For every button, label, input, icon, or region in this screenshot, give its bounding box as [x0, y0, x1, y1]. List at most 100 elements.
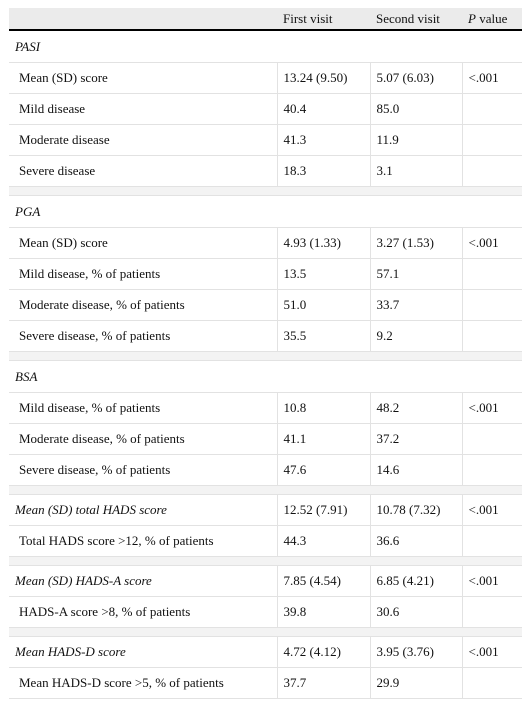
second-visit-value: 10.78 (7.32): [369, 494, 462, 526]
hads-a-row: Mean (SD) HADS-A score 7.85 (4.54) 6.85 …: [9, 565, 522, 597]
results-table: First visit Second visit P value PASI Me…: [9, 8, 522, 699]
first-visit-value: 13.5: [276, 258, 370, 290]
second-visit-value: 48.2: [369, 392, 462, 424]
row-label: Mean HADS-D score >5, % of patients: [9, 667, 277, 699]
second-visit-value: 3.95 (3.76): [369, 636, 462, 668]
second-visit-value: 5.07 (6.03): [369, 62, 462, 94]
p-value: <.001: [461, 636, 522, 668]
table-row: Moderate disease, % of patients 51.0 33.…: [9, 289, 522, 321]
first-visit-value: 40.4: [276, 93, 370, 125]
section-divider: [9, 351, 522, 361]
header-p-letter: P: [468, 10, 476, 26]
second-visit-value: 3.1: [369, 155, 462, 187]
p-value: [461, 596, 522, 628]
table-row: Moderate disease, % of patients 41.1 37.…: [9, 423, 522, 455]
row-label: Mild disease, % of patients: [9, 258, 277, 290]
row-label: Moderate disease, % of patients: [9, 289, 277, 321]
table-row: Mild disease, % of patients 10.8 48.2 <.…: [9, 392, 522, 424]
second-visit-value: 85.0: [369, 93, 462, 125]
section-header-pga: PGA: [9, 195, 522, 228]
first-visit-value: 12.52 (7.91): [276, 494, 370, 526]
row-label: Moderate disease: [9, 124, 277, 156]
second-visit-value: 3.27 (1.53): [369, 227, 462, 259]
section-divider: [9, 556, 522, 566]
p-value: [461, 423, 522, 455]
row-label: Total HADS score >12, % of patients: [9, 525, 277, 557]
first-visit-value: 7.85 (4.54): [276, 565, 370, 597]
table-row: Mild disease 40.4 85.0: [9, 93, 522, 125]
table-row: Severe disease, % of patients 47.6 14.6: [9, 454, 522, 486]
section-title: PGA: [9, 195, 522, 228]
second-visit-value: 6.85 (4.21): [369, 565, 462, 597]
p-value: [461, 320, 522, 352]
table-row: Severe disease 18.3 3.1: [9, 155, 522, 187]
row-label: Mean HADS-D score: [9, 636, 277, 668]
section-divider: [9, 485, 522, 495]
first-visit-value: 4.93 (1.33): [276, 227, 370, 259]
first-visit-value: 47.6: [276, 454, 370, 486]
second-visit-value: 37.2: [369, 423, 462, 455]
header-p-suffix: value: [475, 10, 508, 26]
second-visit-value: 11.9: [369, 124, 462, 156]
first-visit-value: 44.3: [276, 525, 370, 557]
table-row: Mild disease, % of patients 13.5 57.1: [9, 258, 522, 290]
second-visit-value: 9.2: [369, 320, 462, 352]
row-label: Mean (SD) HADS-A score: [9, 565, 277, 597]
p-value: <.001: [461, 227, 522, 259]
row-label: Severe disease: [9, 155, 277, 187]
table-row: Mean (SD) score 4.93 (1.33) 3.27 (1.53) …: [9, 227, 522, 259]
p-value: <.001: [461, 494, 522, 526]
p-value: [461, 124, 522, 156]
p-value: [461, 155, 522, 187]
table-row: Mean (SD) score 13.24 (9.50) 5.07 (6.03)…: [9, 62, 522, 94]
row-label: Moderate disease, % of patients: [9, 423, 277, 455]
first-visit-value: 41.3: [276, 124, 370, 156]
row-label: Mean (SD) score: [9, 227, 277, 259]
section-header-pasi: PASI: [9, 30, 522, 63]
second-visit-value: 33.7: [369, 289, 462, 321]
p-value: [461, 289, 522, 321]
p-value: <.001: [461, 392, 522, 424]
header-first-visit: First visit: [277, 8, 370, 31]
row-label: Mean (SD) total HADS score: [9, 494, 277, 526]
first-visit-value: 10.8: [276, 392, 370, 424]
table-row: Severe disease, % of patients 35.5 9.2: [9, 320, 522, 352]
second-visit-value: 30.6: [369, 596, 462, 628]
section-title: BSA: [9, 360, 522, 393]
first-visit-value: 13.24 (9.50): [276, 62, 370, 94]
p-value: [461, 525, 522, 557]
header-p-value: P value: [462, 8, 522, 31]
p-value: <.001: [461, 565, 522, 597]
row-label: Mild disease, % of patients: [9, 392, 277, 424]
first-visit-value: 41.1: [276, 423, 370, 455]
section-divider: [9, 627, 522, 637]
row-label: Severe disease, % of patients: [9, 320, 277, 352]
first-visit-value: 18.3: [276, 155, 370, 187]
header-second-visit: Second visit: [370, 8, 462, 31]
first-visit-value: 51.0: [276, 289, 370, 321]
p-value: [461, 454, 522, 486]
table-row: HADS-A score >8, % of patients 39.8 30.6: [9, 596, 522, 628]
second-visit-value: 29.9: [369, 667, 462, 699]
row-label: Severe disease, % of patients: [9, 454, 277, 486]
p-value: [461, 93, 522, 125]
header-label-cell: [9, 8, 277, 31]
second-visit-value: 14.6: [369, 454, 462, 486]
row-label: HADS-A score >8, % of patients: [9, 596, 277, 628]
row-label: Mild disease: [9, 93, 277, 125]
first-visit-value: 4.72 (4.12): [276, 636, 370, 668]
hads-d-row: Mean HADS-D score 4.72 (4.12) 3.95 (3.76…: [9, 636, 522, 668]
row-label: Mean (SD) score: [9, 62, 277, 94]
p-value: <.001: [461, 62, 522, 94]
table-row: Total HADS score >12, % of patients 44.3…: [9, 525, 522, 557]
first-visit-value: 39.8: [276, 596, 370, 628]
hads-total-row: Mean (SD) total HADS score 12.52 (7.91) …: [9, 494, 522, 526]
p-value: [461, 667, 522, 699]
header-row: First visit Second visit P value: [9, 8, 522, 31]
second-visit-value: 36.6: [369, 525, 462, 557]
table-row: Mean HADS-D score >5, % of patients 37.7…: [9, 667, 522, 699]
section-header-bsa: BSA: [9, 360, 522, 393]
p-value: [461, 258, 522, 290]
second-visit-value: 57.1: [369, 258, 462, 290]
